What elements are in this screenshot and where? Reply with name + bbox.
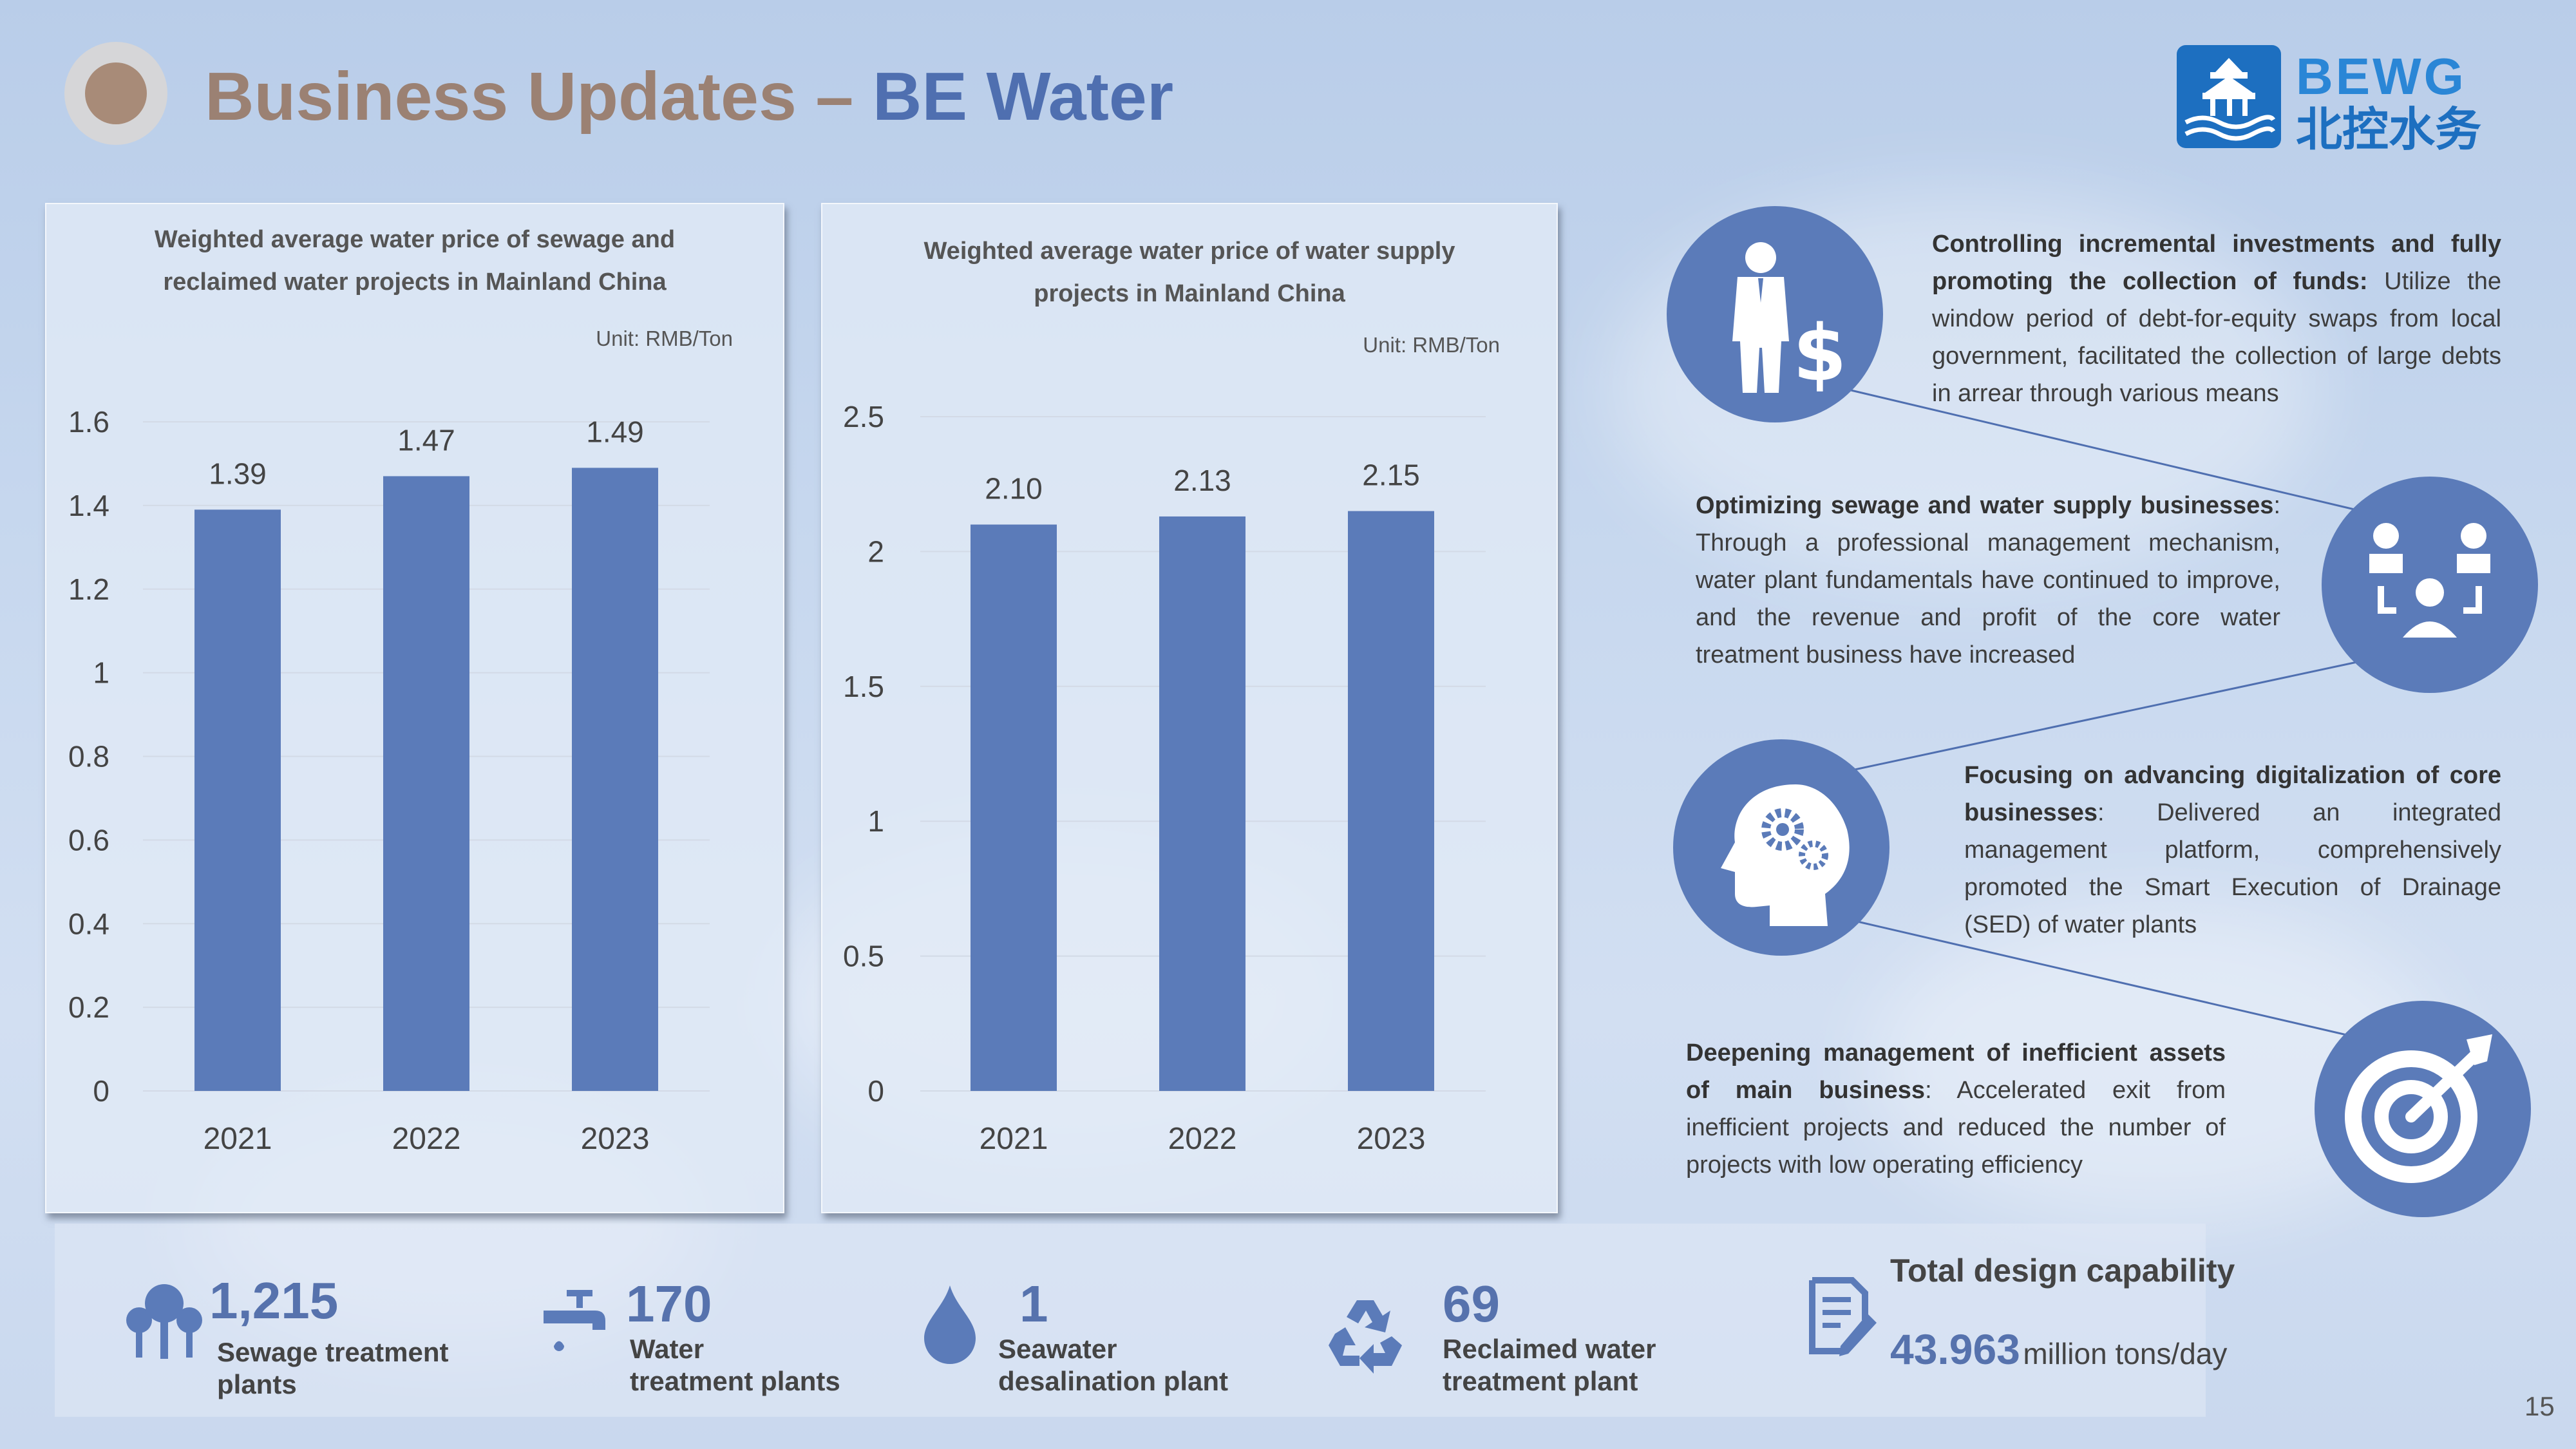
note-heading: Optimizing sewage and water supply busin… [1696,492,2274,519]
bar [383,476,469,1091]
y-tick-label: 1 [867,804,884,838]
title-bullet-icon [64,42,167,145]
x-tick-label: 2021 [980,1122,1048,1156]
chart-panel-sewage: Weighted average water price of sewage a… [45,203,784,1213]
bar-value-label: 2.15 [1362,459,1420,492]
team-meeting-icon [2322,477,2538,693]
chart-title-line: reclaimed water projects in Mainland Chi… [163,269,667,296]
note-body: Utilize the window period of debt-for-eq… [1932,268,2502,407]
bar [971,524,1057,1091]
stat-label-seawater: Seawater desalination plant [998,1333,1228,1397]
note-digitalization: Focusing on advancing digitalization of … [1964,757,2501,943]
x-tick-label: 2022 [1168,1122,1237,1156]
stat-value-reclaimed: 69 [1443,1275,1500,1332]
page-title: Business Updates – BE Water [205,58,1173,135]
note-investments: Controlling incremental investments and … [1932,225,2501,412]
bar [1348,511,1434,1091]
stat-label-line: Water [630,1334,705,1364]
chart-unit-sewage: Unit: RMB/Ton [596,327,733,350]
target-arrow-icon [2315,1001,2531,1217]
y-tick-label: 0.4 [68,907,109,940]
note-body: : Accelerated exit from inefficient proj… [1686,1077,2226,1179]
bewg-logo-mark: BEWG 北控水务 [2177,45,2481,156]
bar [1159,516,1245,1091]
x-tick-label: 2023 [1357,1122,1426,1156]
x-tick-label: 2023 [581,1122,650,1156]
faucet-icon [544,1290,605,1351]
chart-title-line: Weighted average water price of sewage a… [154,226,676,253]
bar-value-label: 2.13 [1173,464,1231,497]
page-number: 15 [2524,1391,2555,1421]
chart-title-sewage: Weighted average water price of sewage a… [46,218,783,303]
x-tick-label: 2022 [392,1122,461,1156]
page-title-part1: Business Updates – [205,59,873,135]
note-inefficient-assets: Deepening management of inefficient asse… [1686,1034,2226,1184]
stat-value-sewage: 1,215 [209,1272,339,1329]
stat-label-sewage: Sewage treatment plants [217,1336,448,1401]
note-optimizing: Optimizing sewage and water supply busin… [1696,487,2280,674]
head-gears-icon [1673,739,1889,956]
logo-text-cn: 北控水务 [2296,102,2481,153]
capacity-title: Total design capability [1890,1253,2235,1289]
svg-text:$: $ [1793,309,1847,399]
bar [572,468,658,1091]
note-heading: Deepening management of inefficient asse… [1686,1039,2226,1104]
stat-label-line: plants [217,1369,297,1399]
chart-unit-water-supply: Unit: RMB/Ton [1363,333,1500,357]
bar [194,509,281,1091]
bar-value-label: 1.49 [586,415,644,448]
y-tick-label: 0.8 [68,740,109,773]
capacity-unit: million tons/day [2023,1337,2228,1370]
y-tick-label: 1.5 [843,670,884,703]
note-heading: Controlling incremental investments and … [1932,231,2501,295]
y-tick-label: 0.2 [68,990,109,1024]
chart-title-line: Weighted average water price of water su… [923,238,1455,265]
chart-title-water-supply: Weighted average water price of water su… [822,230,1557,315]
y-tick-label: 1.2 [68,573,109,606]
businessman-dollar-icon: $ [1667,206,1883,422]
y-tick-label: 2 [867,535,884,568]
note-heading: Focusing on advancing digitalization of … [1964,762,2501,826]
stat-label-line: treatment plant [1443,1366,1638,1396]
y-tick-label: 0 [867,1074,884,1108]
stat-value-seawater: 1 [1019,1275,1048,1332]
y-tick-label: 1.4 [68,489,109,522]
y-tick-label: 1.6 [68,405,109,439]
stat-value-water: 170 [626,1275,712,1332]
chart-title-line: projects in Mainland China [1034,280,1345,307]
bar-chart-sewage: 0 0.2 0.4 0.6 0.8 1 1.2 1.4 1.6 1.39 2021 1.47 2022 1… [68,405,710,1156]
y-tick-label: 0.5 [843,940,884,973]
x-tick-label: 2021 [204,1122,272,1156]
stat-label-reclaimed: Reclaimed water treatment plant [1443,1333,1656,1397]
y-tick-label: 1 [93,656,109,690]
capacity-value-row: 43.963 million tons/day [1890,1320,2227,1390]
bar-value-label: 2.10 [985,472,1043,506]
note-body: : Through a professional management mech… [1696,492,2280,668]
chart-panel-water-supply: Weighted average water price of water su… [821,203,1558,1213]
capacity-value: 43.963 [1890,1325,2020,1373]
y-tick-label: 0.6 [68,823,109,857]
stats-bar [55,1224,2206,1417]
stat-label-line: Seawater [998,1334,1117,1364]
page-title-part2: BE Water [872,59,1174,135]
stat-label-line: treatment plants [630,1366,840,1396]
stat-label-line: desalination plant [998,1366,1229,1396]
logo-text-en: BEWG [2296,48,2467,105]
stat-label-water: Water treatment plants [630,1333,840,1397]
stat-label-line: Reclaimed water [1443,1334,1656,1364]
y-tick-label: 2.5 [843,400,884,433]
bewg-logo: BEWG 北控水务 [2177,44,2537,156]
water-drop-icon [924,1285,976,1364]
document-pen-icon [1809,1277,1877,1356]
bar-chart-water-supply: 0 0.5 1 1.5 2 2.5 2.10 2021 2.13 2022 2.15 2023 [843,400,1486,1156]
stat-label-line: Sewage treatment [217,1337,449,1367]
trees-icon [126,1284,202,1359]
bar-value-label: 1.39 [209,457,267,490]
recycle-icon [1329,1300,1402,1374]
bar-value-label: 1.47 [397,423,455,457]
y-tick-label: 0 [93,1074,109,1108]
note-body: : Delivered an integrated management pla… [1964,799,2501,938]
